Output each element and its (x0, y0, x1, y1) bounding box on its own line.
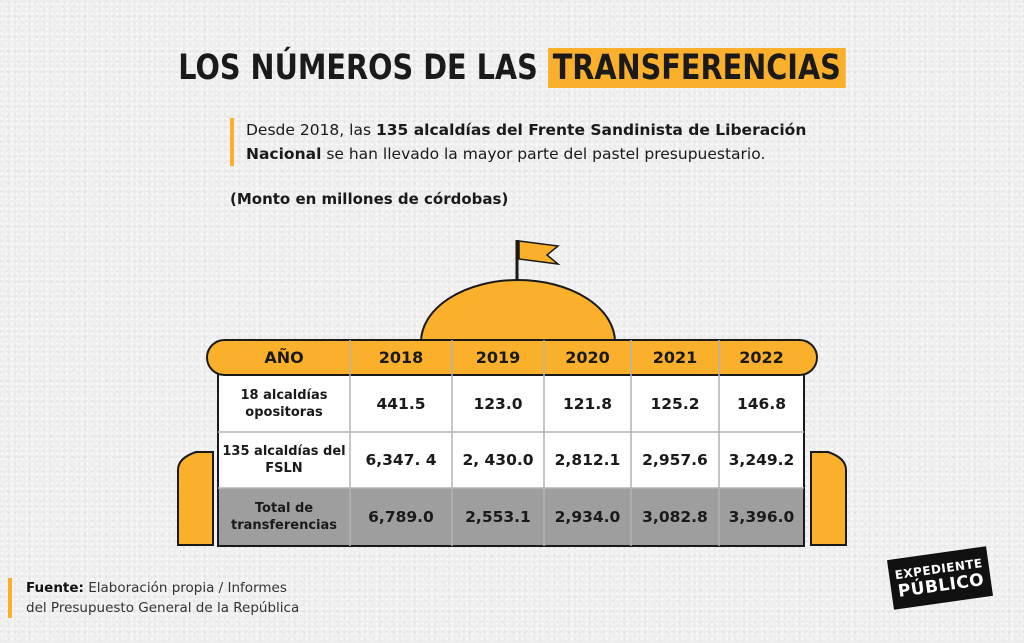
intro-post: se han llevado la mayor parte del pastel… (321, 145, 766, 163)
intro-text: Desde 2018, las 135 alcaldías del Frente… (230, 118, 866, 166)
row-label: 135 alcaldías del FSLN (222, 444, 346, 476)
total-row-bg (219, 488, 803, 545)
table-cell-value: 3,082.8 (642, 508, 708, 526)
flag-icon (518, 240, 561, 266)
table-cell-value: 2, 430.0 (462, 451, 534, 469)
source-text-1: Elaboración propia / Informes (83, 580, 287, 596)
column-header: AÑO (264, 348, 304, 367)
table-cell-value: 121.8 (562, 394, 613, 413)
column-header: 2022 (739, 348, 784, 367)
intro-pre: Desde 2018, las (246, 121, 376, 139)
source-note: Fuente: Elaboración propia / Informes de… (8, 578, 299, 618)
dome-shape (419, 279, 617, 343)
table-cell-value: 146.8 (736, 394, 787, 413)
right-pillar (810, 451, 847, 546)
intro-bold: 135 alcaldías del Frente Sandinista de L… (246, 121, 807, 163)
page-title: LOS NÚMEROS DE LAS TRANSFERENCIAS (92, 48, 932, 88)
source-label: Fuente: (26, 580, 84, 596)
header-band (206, 339, 818, 376)
table-cell-value: 441.5 (376, 394, 426, 413)
row-label: Total de transferencias (230, 501, 338, 533)
table-cell-value: 3,396.0 (728, 508, 795, 526)
table-cell-value: 6,347. 4 (365, 451, 437, 469)
source-text-2: del Presupuesto General de la República (26, 600, 300, 616)
table-cell-value: 2,934.0 (554, 508, 621, 526)
table-cell-value: 2,812.1 (554, 451, 621, 469)
table-cell-value: 123.0 (473, 394, 523, 413)
table-cell-value: 2,553.1 (465, 508, 531, 526)
column-header: 2020 (565, 348, 610, 367)
title-prefix: LOS NÚMEROS DE LAS (178, 48, 538, 88)
grid-lines (218, 340, 804, 546)
title-highlight: TRANSFERENCIAS (547, 48, 846, 88)
table-cell-value: 2,957.6 (642, 451, 708, 469)
column-header: 2019 (475, 348, 521, 367)
column-header: 2018 (378, 348, 424, 367)
table-cell-value: 3,249.2 (728, 451, 795, 469)
unit-label: (Monto en millones de córdobas) (230, 190, 509, 208)
row-label: 18 alcaldías opositoras (240, 387, 328, 420)
column-header: 2021 (652, 348, 698, 367)
left-pillar (177, 451, 214, 546)
table-cell-value: 6,789.0 (368, 508, 434, 526)
table-cell-value: 125.2 (650, 394, 700, 413)
